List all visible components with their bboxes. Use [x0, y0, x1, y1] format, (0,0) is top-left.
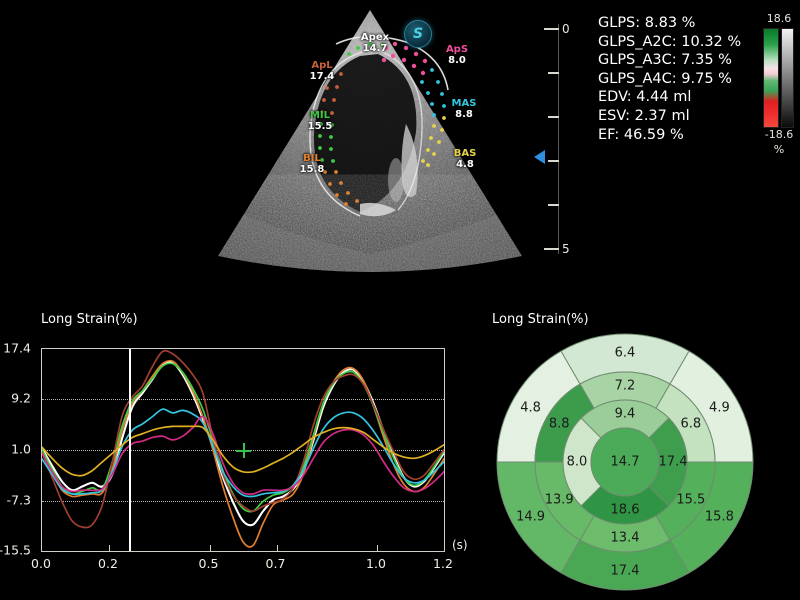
depth-tick-2 — [548, 116, 559, 118]
x-tick-2: 0.5 — [198, 556, 219, 571]
echo-segment-label-mas: MAS 8.8 — [451, 98, 477, 120]
measurement-glps: GLPS: 8.83 % — [598, 15, 696, 31]
echo-segment-label-mil: MIL 15.5 — [307, 110, 333, 132]
bullseye-value-basal-1: 4.9 — [709, 400, 730, 415]
depth-label-top: 0 — [562, 22, 570, 36]
curve-aps — [42, 415, 444, 496]
gridline-2 — [42, 500, 444, 502]
curve-bas — [42, 425, 444, 477]
curve-plot-area[interactable] — [41, 348, 445, 552]
measurement-ef: EF: 46.59 % — [598, 126, 684, 143]
strain-curve-panel[interactable]: Long Strain(%) (s) 17.4 9.2 1.0 -7.3 -15.5 0.… — [0, 300, 480, 600]
depth-scale: 0 5 — [534, 14, 576, 270]
colorbar-min-label: -18.6 — [764, 128, 794, 141]
measurement-edv: EDV: 4.44 ml — [598, 89, 692, 106]
echo-segment-label-bas: BAS 4.8 — [453, 148, 477, 170]
measurement-esv: ESV: 2.37 ml — [598, 107, 690, 124]
bullseye-panel[interactable]: Long Strain(%) 6.4 4.9 15.8 17.4 14.9 4.8 7.2 6… — [480, 300, 800, 600]
focus-marker-triangle-icon[interactable] — [534, 150, 545, 164]
y-tick-3: -7.3 — [6, 492, 31, 508]
strain-colorbar: 18.6 -18.6 % — [757, 12, 800, 160]
x-tickmark-4 — [377, 545, 378, 551]
bullseye-value-apical-1: 17.4 — [658, 454, 688, 470]
depth-tick-5 — [544, 248, 559, 250]
curve-chart-title: Long Strain(%) — [41, 312, 138, 327]
echo-segment-label-aps: ApS 8.0 — [445, 44, 469, 66]
bullseye-title: Long Strain(%) — [492, 312, 589, 327]
x-tick-5: 1.2 — [433, 556, 453, 571]
colorbar-unit-label: % — [773, 143, 785, 156]
bullseye-value-apical-3: 8.0 — [566, 454, 588, 470]
curve-lines — [42, 349, 444, 548]
y-tick-1: 9.2 — [11, 390, 31, 406]
bullseye-value-mid-5: 8.8 — [548, 416, 570, 432]
echo-segment-label-bil: BIL 15.8 — [299, 153, 325, 175]
x-tickmark-2 — [209, 545, 211, 551]
curve-apl — [42, 349, 444, 529]
y-tick-2: 1.0 — [11, 441, 31, 457]
x-tickmark-3 — [276, 545, 278, 551]
gridline-0 — [42, 399, 444, 401]
bullseye-segment-apex[interactable] — [590, 427, 660, 497]
bullseye-value-basal-2: 15.8 — [704, 509, 734, 524]
x-tick-1: 0.2 — [98, 556, 118, 571]
depth-tick-0 — [544, 28, 559, 30]
colorbar-max-label: 18.6 — [766, 12, 792, 25]
bullseye-value-mid-0: 7.2 — [614, 378, 636, 394]
scanner-logo-letter: S — [412, 26, 424, 42]
bullseye-segments[interactable] — [495, 332, 755, 592]
depth-label-bottom: 5 — [562, 242, 570, 256]
measurement-glps-a4c: GLPS_A4C: 9.75 % — [598, 70, 732, 87]
echo-segment-label-apl: ApL 17.4 — [309, 60, 335, 82]
bullseye-value-apical-2: 18.6 — [610, 502, 640, 518]
bullseye-value-mid-1: 6.8 — [680, 416, 702, 432]
measurement-glps-a3c: GLPS_A3C: 7.35 % — [598, 52, 732, 69]
bullseye-plot[interactable]: 6.4 4.9 15.8 17.4 14.9 4.8 7.2 6.8 15.5 13.4 13.9 8… — [495, 332, 755, 592]
measurement-glps-a2c: GLPS_A2C: 10.32 % — [598, 33, 742, 50]
bullseye-value-mid-4: 13.9 — [544, 492, 574, 508]
colorbar-grayscale-gradient — [781, 28, 794, 128]
depth-tick-4 — [548, 204, 559, 206]
bullseye-value-mid-2: 15.5 — [676, 492, 706, 508]
x-tick-3: 0.7 — [265, 556, 286, 571]
depth-tick-1 — [548, 72, 559, 74]
bullseye-value-basal-0: 6.4 — [614, 345, 636, 361]
echo-segment-label-apex: Apex 14.7 — [360, 32, 390, 54]
x-tick-4: 1.0 — [366, 556, 386, 571]
bullseye-value-mid-3: 13.4 — [610, 530, 640, 546]
scanner-logo-badge: S — [404, 20, 432, 48]
colorbar-strain-gradient — [763, 28, 779, 128]
bullseye-value-basal-5: 4.8 — [520, 400, 541, 415]
sweep-cursor-line[interactable] — [129, 349, 132, 551]
depth-axis-line — [558, 24, 559, 254]
y-tick-4: -15.5 — [0, 542, 31, 558]
x-axis-unit-label: (s) — [452, 538, 468, 552]
echo-image-panel[interactable]: Apex 14.7 ApS 8.0 ApL 17.4 MIL 15.5 MAS … — [210, 4, 530, 276]
bullseye-value-apical-0: 9.4 — [614, 406, 636, 422]
depth-tick-3 — [548, 160, 559, 162]
measurements-panel: GLPS: 8.83 % GLPS_A2C: 10.32 % GLPS_A3C:… — [598, 14, 758, 144]
x-tickmark-1 — [109, 545, 110, 551]
y-tick-0: 17.4 — [3, 340, 31, 356]
x-tick-0: 0.0 — [31, 556, 51, 571]
crosshair-cursor-icon[interactable] — [236, 442, 251, 458]
bullseye-value-basal-4: 14.9 — [516, 509, 546, 524]
echo-sector-image — [210, 4, 530, 276]
bullseye-value-apex: 14.7 — [610, 454, 640, 470]
bullseye-value-basal-3: 17.4 — [610, 563, 640, 579]
